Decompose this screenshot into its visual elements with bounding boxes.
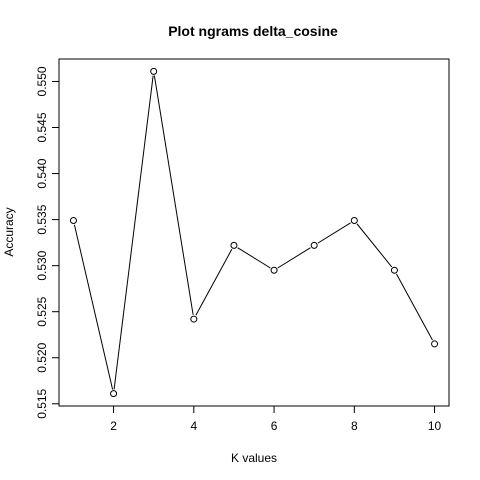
data-point <box>69 217 77 225</box>
data-point <box>390 266 398 274</box>
series-line-segment <box>113 75 154 390</box>
y-tick-label: 0.530 <box>35 250 49 280</box>
series-line-segment <box>277 247 311 269</box>
series-line-segment <box>237 247 271 269</box>
y-tick-label: 0.520 <box>35 342 49 372</box>
data-point <box>150 67 158 75</box>
x-tick-label: 10 <box>428 419 442 433</box>
data-point <box>310 241 318 249</box>
series-line-segment <box>356 223 393 268</box>
y-tick-label: 0.545 <box>35 112 49 142</box>
x-axis: 2 4 6 8 10 <box>110 405 442 433</box>
y-tick-label: 0.540 <box>35 158 49 188</box>
data-point <box>190 315 198 323</box>
series-group <box>69 67 439 398</box>
x-tick-label: 2 <box>110 419 117 433</box>
data-point <box>230 241 238 249</box>
plot-box <box>58 58 450 407</box>
x-tick-label: 8 <box>351 419 358 433</box>
y-axis: 0.515 0.520 0.525 0.530 0.535 0.540 0.545 0.550 <box>35 66 60 419</box>
chart-title: Plot ngrams delta_cosine <box>168 23 338 39</box>
series-line-segment <box>195 248 233 316</box>
y-tick-label: 0.525 <box>35 296 49 326</box>
series-line-segment <box>153 75 194 315</box>
x-axis-label: K values <box>231 451 277 465</box>
data-point <box>270 266 278 274</box>
data-point <box>350 217 358 225</box>
series-line-segment <box>396 273 433 341</box>
data-point <box>110 390 118 398</box>
data-point <box>431 340 439 348</box>
x-tick-label: 4 <box>190 419 197 433</box>
y-axis-label: Accuracy <box>2 207 16 256</box>
y-tick-label: 0.515 <box>35 388 49 418</box>
y-tick-label: 0.535 <box>35 204 49 234</box>
x-tick-label: 6 <box>271 419 278 433</box>
y-tick-label: 0.550 <box>35 66 49 96</box>
series-line-segment <box>73 224 114 390</box>
series-line-segment <box>317 222 351 244</box>
